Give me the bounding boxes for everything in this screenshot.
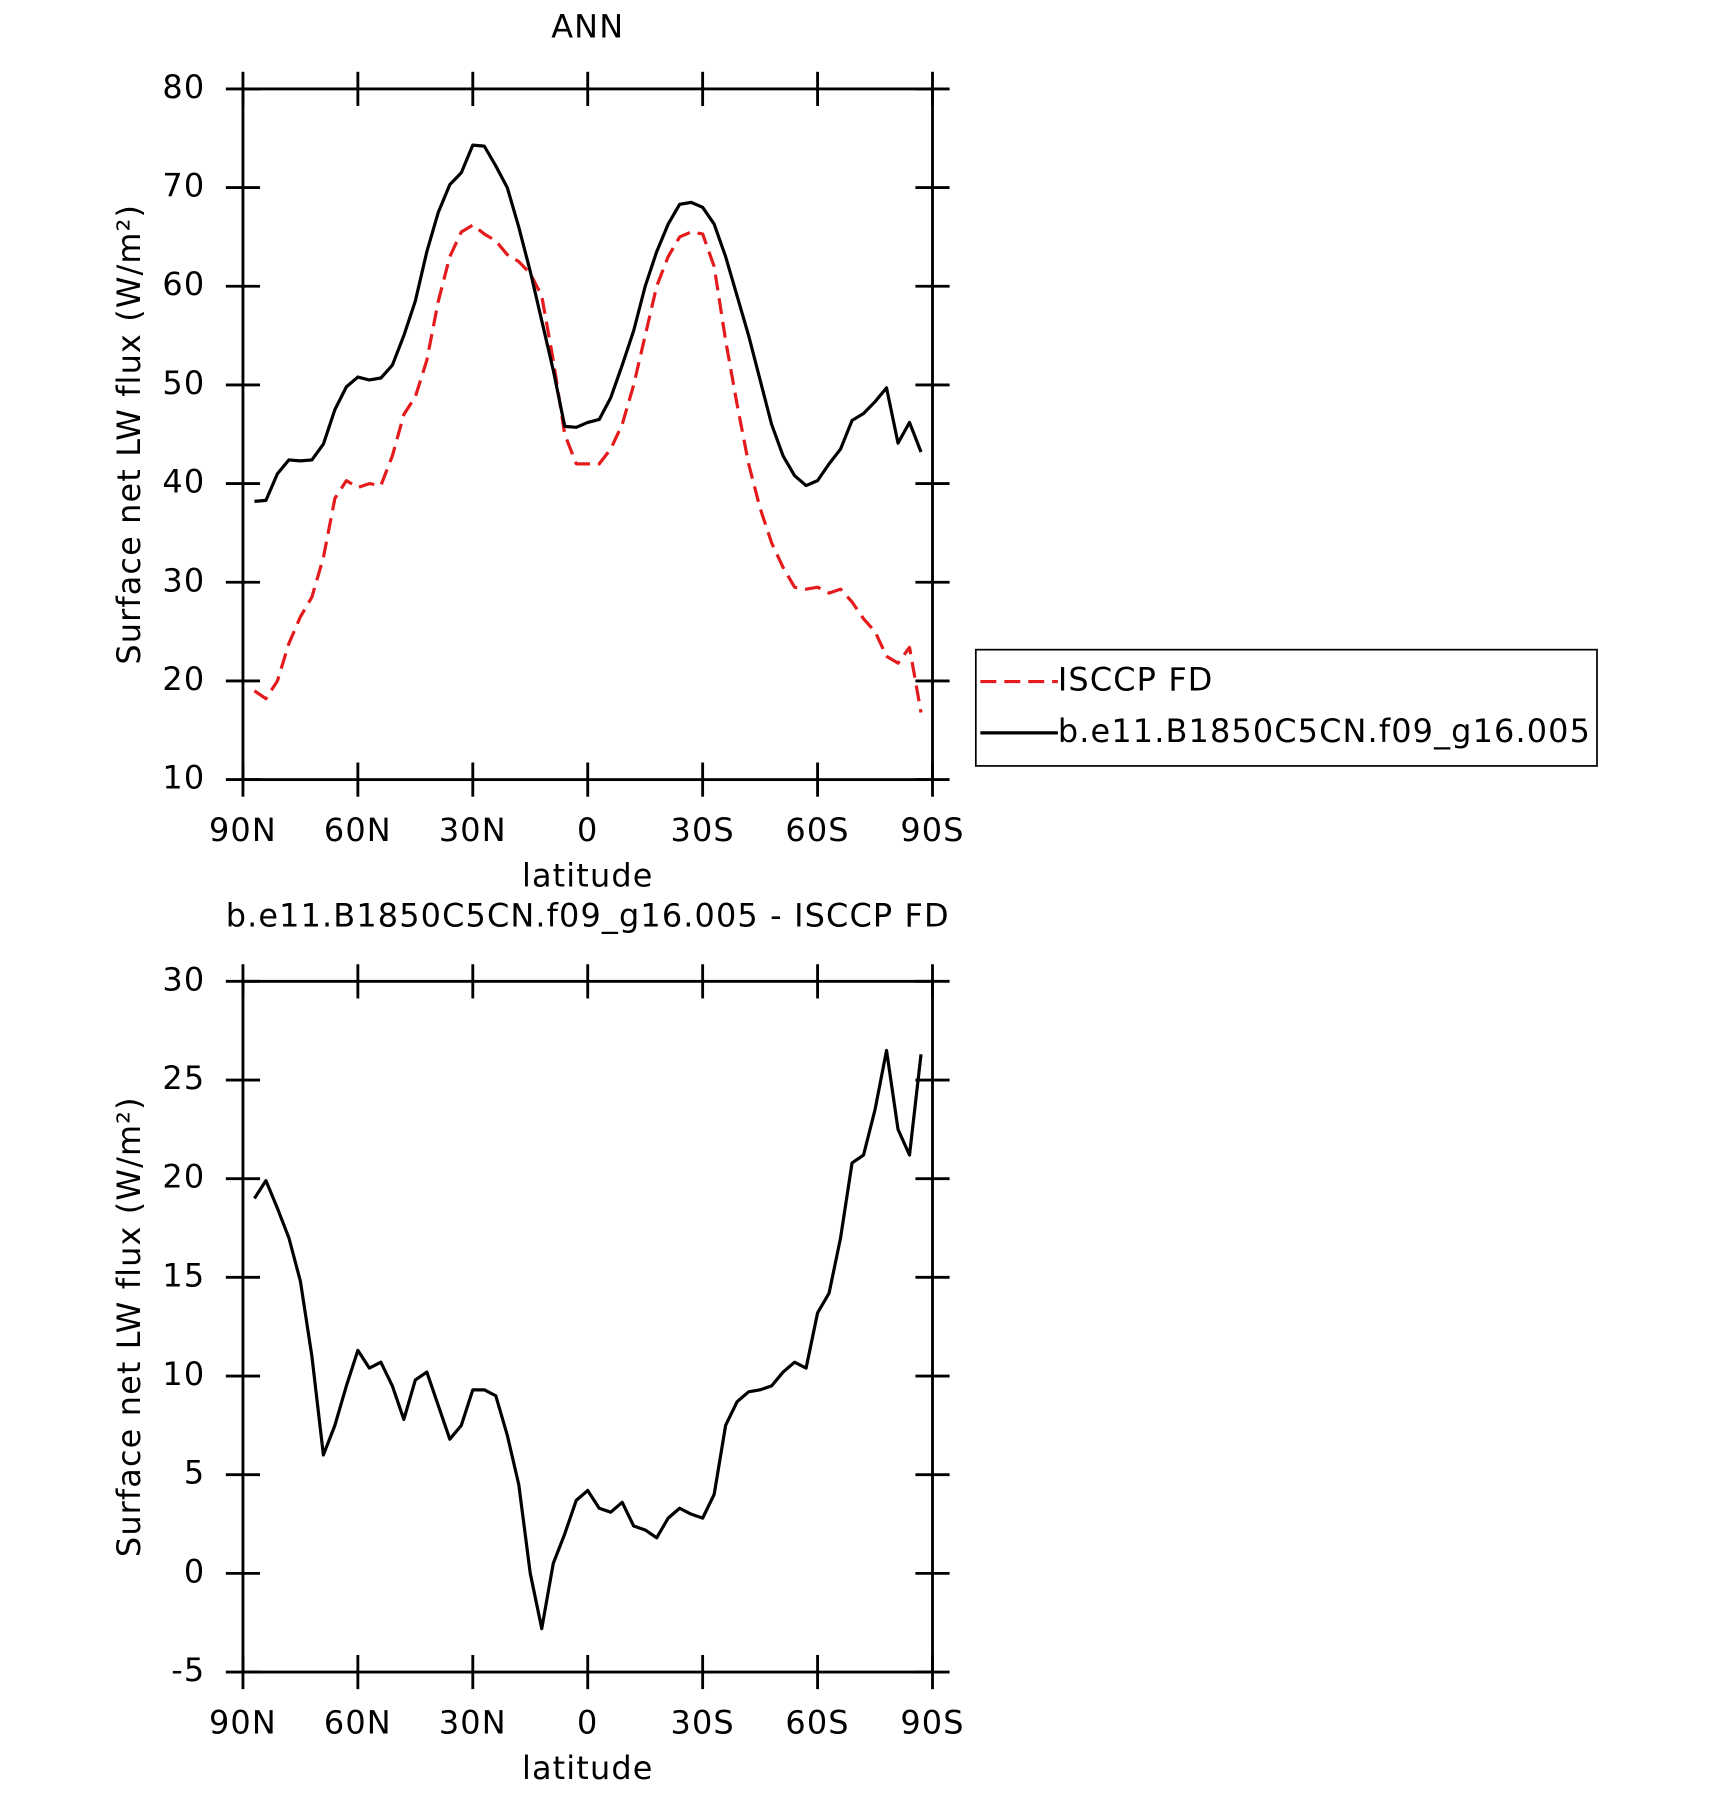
x-tick-label: 60N (324, 1703, 392, 1741)
y-tick-label: 30 (162, 960, 205, 998)
y-tick-label: 25 (162, 1059, 205, 1097)
x-tick-label: 30N (439, 811, 507, 849)
y-axis-label: Surface net LW flux (W/m²) (110, 204, 148, 665)
y-tick-label: 50 (162, 364, 205, 402)
x-tick-label: 30S (671, 1703, 735, 1741)
y-tick-label: 10 (162, 759, 205, 797)
chart-title: b.e11.B1850C5CN.f09_g16.005 - ISCCP FD (226, 897, 950, 935)
x-tick-label: 60S (785, 811, 849, 849)
series-line (253, 223, 923, 713)
y-tick-label: 15 (162, 1256, 205, 1294)
plot-frame (241, 979, 934, 1674)
y-tick-label: 10 (162, 1355, 205, 1393)
y-tick-label: 70 (162, 167, 205, 205)
y-axis-label: Surface net LW flux (W/m²) (110, 1096, 148, 1557)
x-tick-label: 30S (671, 811, 735, 849)
x-tick-label: 90S (900, 811, 964, 849)
legend-box (974, 648, 1598, 767)
x-tick-label: 0 (577, 1703, 598, 1741)
y-tick-label: 20 (162, 1158, 205, 1196)
chart-title: ANN (551, 7, 624, 45)
series-line (253, 1048, 923, 1631)
y-tick-label: 20 (162, 660, 205, 698)
x-tick-label: 30N (439, 1703, 507, 1741)
x-tick-label: 90S (900, 1703, 964, 1741)
x-axis-label: latitude (522, 857, 654, 895)
y-tick-label: 60 (162, 265, 205, 303)
plot-frame (241, 87, 934, 782)
y-tick-label: 40 (162, 463, 205, 501)
y-tick-label: 0 (184, 1552, 205, 1590)
x-tick-label: 90N (209, 811, 277, 849)
y-tick-label: 80 (162, 68, 205, 106)
legend-label: b.e11.B1850C5CN.f09_g16.005 (1058, 712, 1591, 750)
x-axis-label: latitude (522, 1749, 654, 1787)
x-tick-label: 60N (324, 811, 392, 849)
y-tick-label: 5 (184, 1454, 205, 1492)
series-line (254, 143, 923, 503)
y-tick-label: -5 (171, 1651, 205, 1689)
y-tick-label: 30 (162, 561, 205, 599)
x-tick-label: 90N (209, 1703, 277, 1741)
legend-label: ISCCP FD (1058, 661, 1214, 699)
x-tick-label: 0 (577, 811, 598, 849)
x-tick-label: 60S (785, 1703, 849, 1741)
